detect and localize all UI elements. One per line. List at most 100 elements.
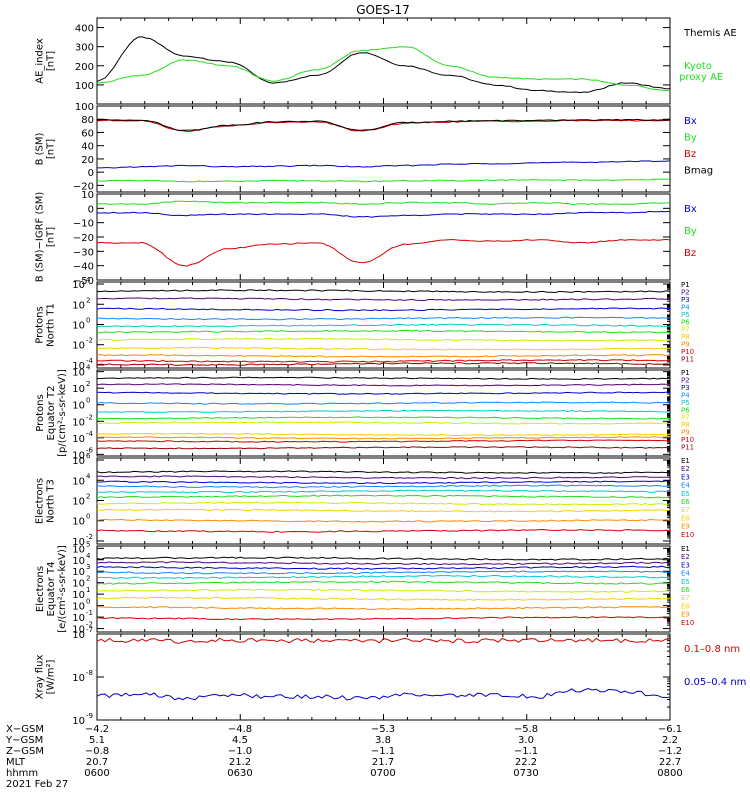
x-tick-value: −6.1 — [658, 724, 682, 735]
channel-line-5-8 — [96, 518, 671, 523]
x-tick-value: 2.2 — [662, 735, 678, 746]
channel-line-5-2 — [97, 480, 671, 485]
channel-line-3-2 — [96, 307, 671, 312]
channel-label: E2 — [681, 553, 690, 561]
y-tick-label: 10 — [72, 556, 85, 567]
channel-label: E5 — [681, 490, 690, 498]
channel-label: P2 — [681, 376, 690, 384]
channel-label: E10 — [681, 531, 694, 539]
channel-line-6-7 — [96, 596, 671, 601]
channel-label: E3 — [681, 473, 690, 481]
y-tick-label: 10 — [72, 613, 85, 624]
channel-label: P3 — [681, 384, 690, 392]
channel-label: P8 — [681, 333, 690, 341]
x-row-label: hhmm — [6, 768, 38, 779]
channel-label: P7 — [681, 326, 690, 334]
x-tick-value: 21.7 — [372, 757, 394, 768]
channel-label: E1 — [681, 545, 690, 553]
series-line-0-0 — [96, 36, 671, 94]
x-tick-value: 0630 — [227, 768, 252, 779]
y-axis-label: Equator T2 — [46, 386, 57, 441]
x-tick-value: −0.8 — [85, 746, 109, 757]
x-tick-value: 22.7 — [659, 757, 681, 768]
channel-label: E6 — [681, 586, 690, 594]
y-tick-label: 10 — [72, 476, 85, 487]
channel-label: P8 — [681, 421, 690, 429]
y-tick-exponent: 4 — [86, 552, 91, 560]
panel-frame-1 — [96, 105, 671, 193]
legend-label: 0.1–0.8 nm — [684, 644, 740, 655]
x-tick-value: 0800 — [657, 768, 682, 779]
channel-line-5-6 — [96, 501, 671, 506]
y-tick-exponent: 3 — [86, 563, 90, 571]
legend-label: proxy AE — [679, 72, 723, 83]
channel-line-4-2 — [96, 391, 670, 395]
channel-label: E1 — [681, 457, 690, 465]
x-tick-value: 5.1 — [89, 735, 105, 746]
legend-label: Kyoto — [684, 61, 712, 72]
x-tick-value: 22.2 — [515, 757, 537, 768]
y-tick-label: 60 — [81, 128, 94, 139]
channel-label: E5 — [681, 578, 690, 586]
y-tick-label: 10 — [81, 190, 94, 201]
channel-line-3-5 — [96, 329, 671, 334]
x-row-label: X−GSM — [6, 724, 44, 735]
y-tick-label: 10 — [72, 384, 85, 395]
y-axis-label: [p/(cm²-s-sr-keV)] — [57, 369, 68, 457]
x-tick-value: −5.3 — [371, 724, 395, 735]
y-tick-label: 10 — [72, 630, 85, 641]
x-tick-value: 20.7 — [86, 757, 108, 768]
y-tick-label: 10 — [72, 496, 85, 507]
channel-label: E3 — [681, 561, 690, 569]
y-tick-exponent: -2 — [86, 621, 93, 629]
y-axis-label: [nT] — [46, 51, 57, 71]
channel-line-6-9 — [96, 616, 671, 621]
channel-line-6-2 — [96, 565, 671, 570]
y-tick-exponent: 5 — [86, 540, 90, 548]
channel-line-3-3 — [96, 316, 671, 321]
x-row-label: Y−GSM — [5, 735, 43, 746]
x-tick-value: 0730 — [513, 768, 538, 779]
date-label: 2021 Feb 27 — [6, 779, 68, 790]
channel-line-4-6 — [96, 421, 671, 425]
y-tick-label: 300 — [75, 43, 94, 54]
channel-line-4-7 — [96, 432, 671, 437]
y-axis-label: B (SM)−IGRF (SM) — [35, 192, 46, 283]
channel-line-4-8 — [96, 436, 670, 440]
y-tick-label: 10 — [72, 401, 85, 412]
channel-line-3-6 — [96, 337, 671, 342]
channel-label: P7 — [681, 414, 690, 422]
channel-line-4-1 — [96, 383, 671, 387]
y-tick-label: 10 — [72, 456, 85, 467]
channel-line-5-9 — [96, 528, 671, 533]
y-tick-exponent: -2 — [86, 413, 93, 421]
panel-frame-4 — [96, 369, 671, 457]
y-axis-label: Protons — [35, 394, 46, 431]
y-tick-exponent: -6 — [86, 446, 94, 454]
y-axis-label: [nT] — [46, 227, 57, 247]
legend-label: By — [684, 133, 697, 144]
y-tick-exponent: 0 — [86, 598, 90, 606]
channel-label: P6 — [681, 318, 690, 326]
channel-line-6-0 — [96, 556, 671, 561]
channel-label: P9 — [681, 341, 690, 349]
y-tick-label: −40 — [73, 262, 94, 273]
channel-label: P10 — [681, 348, 694, 356]
y-tick-label: −10 — [73, 219, 94, 230]
series-line-2-2 — [96, 238, 671, 267]
x-tick-value: −1.2 — [658, 746, 682, 757]
channel-label: E6 — [681, 498, 690, 506]
channel-label: P10 — [681, 436, 694, 444]
legend-label: Bx — [684, 116, 697, 127]
x-tick-value: −1.1 — [371, 746, 395, 757]
y-tick-label: 10 — [72, 602, 85, 613]
y-tick-label: 10 — [72, 625, 85, 636]
series-line-1-3 — [96, 118, 671, 131]
y-tick-exponent: 0 — [86, 316, 90, 324]
channel-line-6-8 — [96, 605, 670, 610]
series-line-2-0 — [96, 210, 671, 218]
y-tick-label: 10 — [72, 361, 85, 372]
y-tick-exponent: 2 — [86, 575, 90, 583]
y-tick-label: 10 — [72, 517, 85, 528]
